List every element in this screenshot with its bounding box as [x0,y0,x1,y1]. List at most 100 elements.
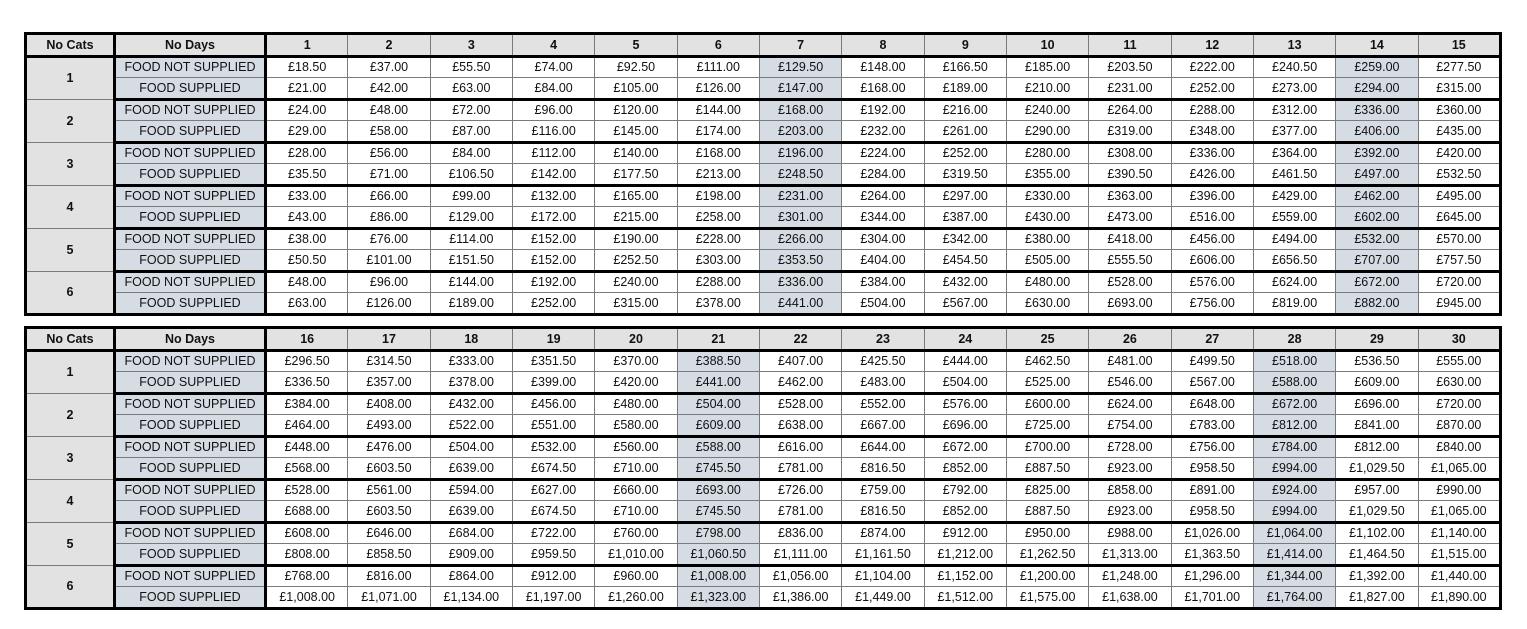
header-row: No Cats No Days 1 2 3 4 5 6 7 8 9 10 11 12 13 14 15 [25,33,1502,58]
price-cell: £756.00 [1170,292,1254,316]
price-cell: £808.00 [264,543,349,567]
food-option-label: FOOD SUPPLIED [114,77,267,101]
food-option-label: FOOD NOT SUPPLIED [114,349,267,372]
price-cell: £674.50 [511,500,596,524]
price-cell: £783.00 [1170,414,1254,438]
table-row: FOOD SUPPLIED £63.00 £126.00 £189.00 £252.00… [26,292,1502,316]
price-cell: £336.00 [758,270,843,293]
price-cell: £336.50 [264,371,349,395]
price-cell: £960.00 [594,564,678,587]
price-cell: £603.50 [347,457,431,481]
price-cell: £624.00 [1252,270,1337,293]
price-cell: £836.00 [758,521,843,544]
price-cell: £430.00 [1005,206,1090,230]
cats-count-cell: 5 [25,227,116,272]
price-cell: £609.00 [676,414,760,438]
price-cell: £1,060.50 [676,543,760,567]
price-cell: £126.00 [347,292,431,316]
price-cell: £603.50 [347,500,431,524]
price-cell: £105.00 [594,77,678,101]
price-cell: £560.00 [594,435,678,458]
price-cell: £420.00 [594,371,678,395]
price-cell: £950.00 [1005,521,1090,544]
price-cell: £264.00 [1088,98,1172,121]
price-cell: £792.00 [923,478,1007,501]
table-row: FOOD SUPPLIED £29.00 £58.00 £87.00 £116.00 £1… [26,120,1502,144]
price-cell: £588.00 [676,435,760,458]
price-cell: £224.00 [841,141,925,164]
price-cell: £168.00 [758,98,843,121]
price-cell: £266.00 [758,227,843,250]
price-cell: £252.00 [923,141,1007,164]
price-cell: £172.00 [511,206,596,230]
header-no-days: No Days [114,33,267,58]
price-cell: £627.00 [511,478,596,501]
price-cell: £819.00 [1252,292,1337,316]
price-cell: £456.00 [511,392,596,415]
price-cell: £757.50 [1417,249,1502,273]
price-cell: £812.00 [1335,435,1419,458]
price-cell: £887.50 [1005,457,1090,481]
header-day: 23 [841,327,925,352]
header-day: 15 [1417,33,1502,58]
price-cell: £63.00 [429,77,513,101]
price-cell: £132.00 [511,184,596,207]
price-cell: £476.00 [347,435,431,458]
food-option-label: FOOD NOT SUPPLIED [114,270,267,293]
price-cell: £406.00 [1335,120,1419,144]
price-cell: £342.00 [923,227,1007,250]
price-cell: £42.00 [347,77,431,101]
cats-count-cell: 6 [25,564,116,609]
price-cell: £480.00 [1005,270,1090,293]
price-cell: £407.00 [758,349,843,372]
price-cell: £656.50 [1252,249,1337,273]
price-cell: £1,161.50 [841,543,925,567]
table-row: 1 FOOD NOT SUPPLIED £296.50 £314.50 £333.00 £… [25,349,1502,394]
food-option-label: FOOD SUPPLIED [114,543,267,567]
price-cell: £609.00 [1335,371,1419,395]
price-cell: £48.00 [264,270,349,293]
header-day: 27 [1170,327,1254,352]
price-cell: £784.00 [1252,435,1337,458]
price-cell: £288.00 [676,270,760,293]
price-cell: £887.50 [1005,500,1090,524]
header-day: 12 [1170,33,1254,58]
table-row: FOOD SUPPLIED £1,008.00 £1,071.00 £1,134.00… [26,586,1502,610]
price-cell: £308.00 [1088,141,1172,164]
price-cell: £441.00 [676,371,760,395]
price-cell: £759.00 [841,478,925,501]
table-row: FOOD SUPPLIED £43.00 £86.00 £129.00 £172.00 £… [26,206,1502,230]
header-row: No Cats No Days 16 17 18 19 20 21 22 23 24 25 26 27 28… [25,327,1502,352]
price-cell: £330.00 [1005,184,1090,207]
price-cell: £1,111.00 [758,543,843,567]
price-cell: £567.00 [923,292,1007,316]
price-cell: £360.00 [1417,98,1502,121]
price-cell: £958.50 [1170,500,1254,524]
price-cell: £396.00 [1170,184,1254,207]
price-cell: £1,010.00 [594,543,678,567]
price-cell: £304.00 [841,227,925,250]
price-cell: £388.50 [676,349,760,372]
price-cell: £290.00 [1005,120,1090,144]
price-cell: £606.00 [1170,249,1254,273]
price-cell: £344.00 [841,206,925,230]
price-cell: £1,064.00 [1252,521,1337,544]
price-cell: £608.00 [264,521,349,544]
price-cell: £264.00 [841,184,925,207]
header-day: 6 [676,33,760,58]
price-cell: £1,464.50 [1335,543,1419,567]
price-cell: £1,313.00 [1088,543,1172,567]
price-cell: £912.00 [923,521,1007,544]
food-option-label: FOOD SUPPLIED [114,414,267,438]
price-cell: £1,890.00 [1417,586,1502,610]
price-cell: £399.00 [511,371,596,395]
price-cell: £390.50 [1088,163,1172,187]
header-day: 20 [594,327,678,352]
price-cell: £84.00 [511,77,596,101]
price-cell: £203.00 [758,120,843,144]
price-cell: £722.00 [511,521,596,544]
price-cell: £684.00 [429,521,513,544]
food-option-label: FOOD NOT SUPPLIED [114,392,267,415]
price-cell: £76.00 [347,227,431,250]
price-cell: £1,262.50 [1005,543,1090,567]
